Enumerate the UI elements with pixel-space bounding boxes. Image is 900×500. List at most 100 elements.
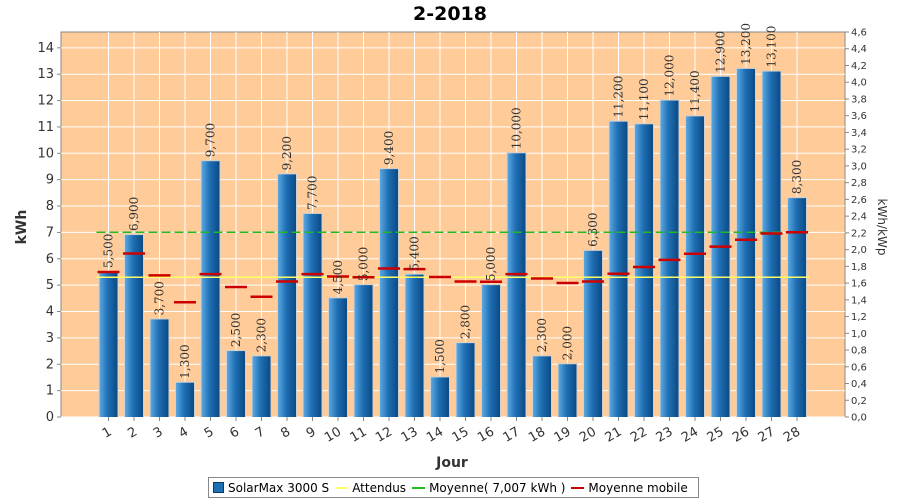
bar [201,161,220,417]
y-right-tick-label: 3,0 [851,161,867,172]
x-tick-label: 3 [151,424,166,441]
y-tick-label: 7 [46,225,54,240]
y-right-tick-label: 0,6 [851,362,867,373]
legend-label: Moyenne mobile [588,480,688,495]
y-tick-label: 3 [46,331,54,346]
y-right-tick-label: 1,6 [851,279,867,290]
y-tick-label: 10 [37,146,54,161]
y-right-tick-label: 0,4 [851,379,867,390]
y-right-tick-label: 1,0 [851,329,867,340]
y-right-tick-label: 2,8 [851,178,867,189]
y-right-tick-label: 4,6 [851,28,867,39]
bar-value-label: 5,000 [357,247,371,281]
y-right-tick-label: 1,4 [851,295,867,306]
bar-value-label: 2,500 [229,313,243,347]
legend: SolarMax 3000 S Attendus Moyenne( 7,007 … [208,477,699,498]
bar-value-label: 12,000 [663,55,677,97]
x-tick-label: 14 [424,424,446,445]
x-tick-label: 19 [552,424,574,445]
y-tick-label: 0 [46,410,54,425]
bar [176,382,194,417]
y-right-tick-label: 4,0 [851,78,867,89]
bar-value-label: 13,200 [739,23,753,65]
y-tick-label: 12 [37,94,54,109]
legend-swatch-line [412,486,426,489]
x-tick-label: 5 [202,424,217,441]
y-right-tick-label: 3,4 [851,128,867,139]
bar-value-label: 4,500 [331,260,345,294]
bar [507,153,526,417]
bar-value-label: 5,500 [102,234,116,268]
y-right-tick-label: 2,6 [851,195,867,206]
y-tick-label: 6 [46,252,54,267]
bar-value-label: 10,000 [510,107,524,149]
legend-item-solarmax: SolarMax 3000 S [213,481,329,495]
bar-value-label: 8,300 [790,160,804,194]
bar-value-label: 2,800 [459,305,473,339]
bar-value-label: 2,000 [561,326,575,360]
y-tick-label: 9 [46,173,54,188]
x-tick-label: 25 [705,424,727,445]
y-right-tick-label: 3,8 [851,94,867,105]
y-right-tick-label: 0,0 [851,413,867,424]
bar-value-label: 6,900 [127,197,141,231]
x-tick-label: 4 [176,424,191,441]
x-tick-label: 16 [475,424,497,445]
bar [99,271,118,417]
x-tick-label: 7 [253,424,268,441]
bar [635,124,653,417]
x-tick-label: 10 [322,424,344,445]
legend-label: Attendus [352,480,407,495]
x-tick-label: 8 [278,424,293,441]
bar [609,121,628,417]
bar-value-label: 7,700 [306,176,320,210]
y-tick-label: 5 [46,278,54,293]
x-tick-label: 15 [450,424,472,445]
value-labels: 5,500 6,900 3,700 1,300 9,700 2,500 2,300 9,200… [102,23,805,379]
y-tick-label: 14 [37,41,54,56]
x-tick-label: 20 [577,424,599,445]
y-right-tick-label: 1,8 [851,262,867,273]
bar-value-label: 5,000 [484,247,498,281]
legend-label: Moyenne( 7,007 kWh ) [429,480,566,495]
bar [558,364,577,417]
bar [150,319,169,417]
bar [686,116,704,418]
y-tick-label: 13 [37,67,54,82]
bar [125,235,143,417]
x-tick-label: 1 [100,424,115,441]
legend-label: SolarMax 3000 S [228,480,330,495]
bar-value-label: 9,200 [280,136,294,170]
bar-value-label: 9,700 [204,123,218,157]
moving-average-markers [97,230,808,304]
x-tick-label: 22 [628,424,650,445]
bar-value-label: 13,100 [765,26,779,68]
y-right-tick-label: 0,8 [851,346,867,357]
bar-value-label: 3,700 [153,281,167,315]
legend-swatch-line [571,486,585,489]
x-tick-label: 26 [730,424,752,445]
bar-value-label: 5,400 [408,236,422,270]
bar [482,285,500,417]
bar-value-label: 12,900 [714,31,728,73]
y-right-tick-label: 4,2 [851,61,867,72]
x-tick-label: 13 [399,424,421,445]
chart-title: 2-2018 [413,3,487,25]
x-tick-label: 12 [373,424,395,445]
bar-value-label: 2,300 [535,318,549,352]
bar [380,169,398,417]
bar [737,68,755,417]
x-tick-label: 23 [654,424,676,445]
x-tick-label: 11 [348,424,370,445]
y-tick-label: 4 [46,305,54,320]
x-tick-label: 2 [125,424,140,441]
x-tick-label: 27 [756,424,778,445]
legend-swatch-bar [213,482,224,493]
y-axis-label: kWh [14,210,30,245]
y-tick-label: 1 [46,384,54,399]
bar [533,356,551,417]
y-right-tick-label: 4,4 [851,44,867,55]
x-tick-label: 18 [526,424,548,445]
